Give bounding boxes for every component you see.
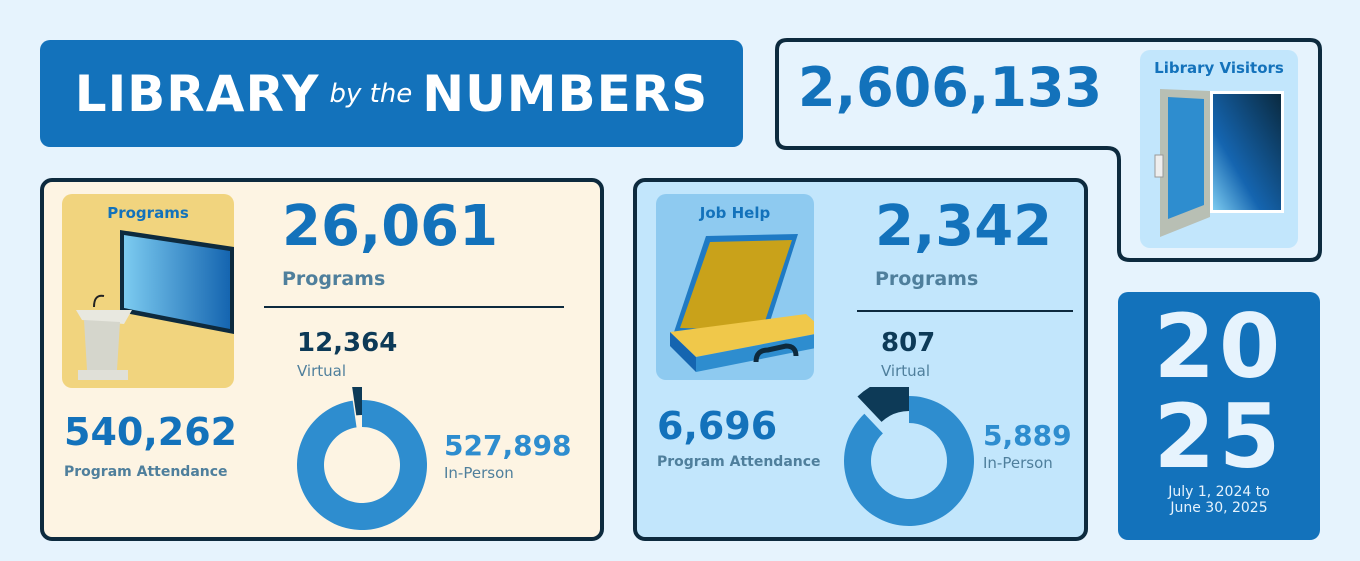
title-word-numbers: NUMBERS (422, 64, 709, 123)
programs-count: 26,061 (282, 194, 499, 259)
donut-slice-virtual (352, 387, 362, 416)
programs-in-person-label: In-Person (444, 464, 514, 482)
job-help-badge: Job Help (656, 194, 826, 380)
donut-slice-in-person (297, 400, 427, 530)
job-help-card: Job Help 2,342 Programs 807 Virtual 6,69… (633, 178, 1088, 541)
job-help-attendance-label: Program Attendance (657, 454, 821, 470)
job-help-attendance: 6,696 (657, 404, 778, 448)
donut-slice-in-person (844, 396, 974, 526)
programs-in-person-count: 527,898 (444, 429, 572, 462)
year-top: 20 (1153, 295, 1285, 398)
visitors-label: Library Visitors (1154, 59, 1284, 77)
job-help-in-person-label: In-Person (983, 454, 1053, 472)
job-help-count: 2,342 (875, 194, 1053, 259)
programs-virtual-count: 12,364 (297, 328, 398, 358)
programs-card: Programs 26,061 Programs 12,364 Virtual … (40, 178, 604, 541)
visitors-badge: Library Visitors (1140, 50, 1298, 248)
programs-count-label: Programs (282, 268, 386, 290)
job-help-in-person-count: 5,889 (983, 419, 1072, 452)
title-word-library: LIBRARY (74, 64, 320, 123)
date-range-end: June 30, 2025 (1170, 500, 1268, 516)
year-bottom: 25 (1153, 385, 1285, 488)
divider (264, 306, 564, 308)
programs-attendance-label: Program Attendance (64, 464, 228, 480)
programs-badge: Programs (62, 194, 234, 388)
divider (857, 310, 1073, 312)
date-range-start: July 1, 2024 to (1168, 484, 1270, 500)
title-banner: LIBRARY by the NUMBERS (40, 40, 743, 147)
briefcase-icon (670, 234, 826, 372)
programs-attendance: 540,262 (64, 410, 238, 454)
podium-screen-icon (76, 230, 234, 380)
donut-slice-virtual (857, 387, 909, 422)
job-help-virtual-label: Virtual (881, 362, 931, 380)
job-help-badge-label: Job Help (699, 204, 771, 222)
year-box: 20 25 July 1, 2024 to June 30, 2025 (1118, 292, 1320, 540)
job-help-virtual-count: 807 (881, 328, 936, 358)
programs-donut-chart (297, 387, 427, 530)
programs-badge-label: Programs (107, 204, 189, 222)
programs-virtual-label: Virtual (297, 362, 347, 380)
title-by-the: by the (329, 78, 413, 109)
door-icon (1154, 89, 1284, 237)
job-help-donut-chart (844, 387, 974, 526)
job-help-count-label: Programs (875, 268, 979, 290)
visitors-count: 2,606,133 (798, 56, 1103, 119)
